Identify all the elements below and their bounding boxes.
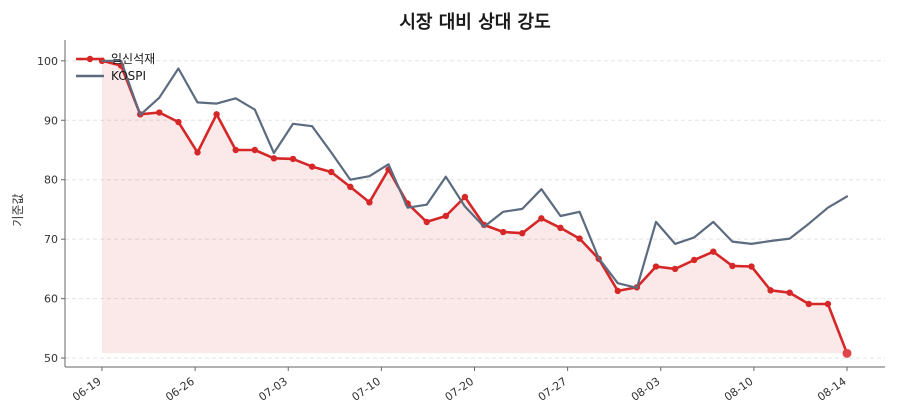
x-tick-label: 06-19 [70,375,104,404]
series-line [100,59,849,289]
x-tick-label: 07-10 [349,375,383,404]
data-point [328,168,335,176]
data-point [232,146,239,154]
data-point [308,163,316,170]
data-point [729,262,736,270]
data-point [671,265,679,273]
data-point [270,155,278,162]
data-point [748,263,755,270]
data-point [576,235,583,242]
data-point [767,287,774,294]
last-point-marker [842,348,852,358]
chart-title: 시장 대비 상대 강도 [399,12,550,33]
x-tick-label: 08-14 [815,375,849,404]
x-tick-label: 08-10 [722,375,756,404]
y-axis-label: 기준값 [11,193,25,226]
data-point [442,212,450,220]
data-point [614,287,621,295]
data-point [557,224,564,232]
data-point [251,146,259,154]
data-point [461,193,469,201]
data-point [156,109,163,116]
data-point [710,248,717,255]
area-layer [102,60,847,354]
data-point [538,215,545,222]
legend: 일신석재 KOSPI [76,52,155,83]
data-point [213,111,220,118]
y-tick-label: 60 [44,293,58,306]
data-point [423,218,430,226]
data-point [690,256,698,264]
y-tick-label: 70 [44,233,58,246]
data-point [175,118,182,126]
data-point [194,149,201,156]
x-tick-label: 07-20 [443,375,477,404]
y-tick-label: 50 [44,352,58,365]
data-point [805,300,812,308]
data-point [289,155,297,163]
data-point [499,228,507,236]
x-tick-label: 07-27 [536,375,570,404]
data-point [652,263,660,270]
legend-marker [86,55,94,63]
data-point [519,230,526,237]
y-tick-label: 100 [37,55,58,68]
y-tick-label: 90 [44,114,58,127]
series-line [100,59,849,355]
series-area [102,60,847,354]
x-tick-label: 08-03 [629,375,663,404]
legend-label: 일신석재 [111,52,155,66]
data-point [786,289,793,296]
x-tick-label: 06-26 [163,375,197,404]
y-tick-label: 80 [44,174,58,187]
legend-label: KOSPI [111,69,146,83]
grid [65,60,885,359]
data-point [824,300,832,308]
x-tick-label: 07-03 [256,375,290,404]
data-point [366,199,373,206]
data-point [347,183,354,191]
lines-layer [98,57,852,358]
